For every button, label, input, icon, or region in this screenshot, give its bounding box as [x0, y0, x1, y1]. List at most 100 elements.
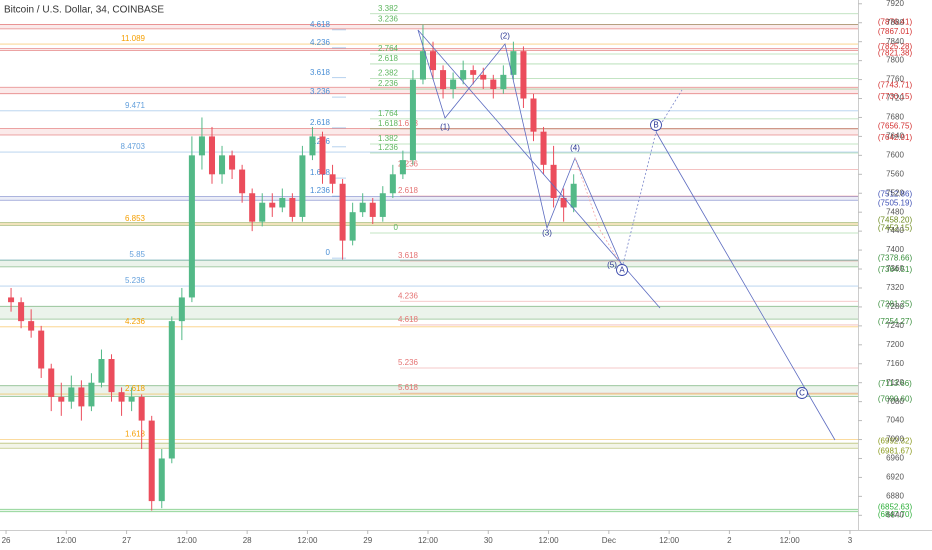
fib-label: 5.85: [129, 250, 145, 259]
wave-label: (3): [542, 229, 552, 238]
zone-band: [0, 196, 858, 201]
x-tick-label: Dec: [602, 536, 616, 545]
y-tick-label: 7840: [886, 37, 904, 46]
fib-label: 3.382: [378, 4, 399, 13]
fib-label: 2.236: [378, 79, 399, 88]
candle-body: [480, 74, 487, 80]
candle-body: [138, 396, 145, 421]
candle-body: [8, 297, 15, 303]
candle-body: [88, 382, 95, 407]
y-tick-label: 7200: [886, 340, 904, 349]
fib-label: 4.236: [310, 38, 331, 47]
candle-body: [520, 51, 527, 99]
candle-body: [219, 155, 226, 175]
y-tick-label: 7600: [886, 150, 904, 159]
candle-body: [108, 359, 115, 393]
x-tick-label: 26: [2, 536, 11, 545]
fib-label: 2.382: [378, 69, 399, 78]
candle-body: [198, 136, 205, 156]
candle-body: [168, 321, 175, 459]
price-tag: (7825.28): [878, 42, 913, 51]
y-tick-label: 7520: [886, 188, 904, 197]
candle-body: [500, 74, 507, 90]
x-tick-label: 27: [122, 536, 131, 545]
fib-label: 1.236: [378, 143, 399, 152]
y-tick-label: 7480: [886, 207, 904, 216]
x-tick-label: 12:00: [659, 536, 680, 545]
candle-body: [188, 155, 195, 298]
y-tick-label: 7720: [886, 94, 904, 103]
candles: [8, 24, 577, 511]
x-tick-label: 12:00: [177, 536, 198, 545]
candle-body: [510, 51, 517, 75]
fib-label: 6.853: [125, 214, 146, 223]
x-tick-label: 12:00: [780, 536, 801, 545]
fib-label: 3.618: [398, 251, 419, 260]
candle-body: [128, 396, 135, 402]
y-tick-label: 7760: [886, 75, 904, 84]
y-tick-label: 7680: [886, 113, 904, 122]
candle-body: [148, 420, 155, 502]
chart-title: Bitcoin / U.S. Dollar, 34, COINBASE: [4, 5, 164, 16]
candle-body: [319, 136, 326, 175]
candle-body: [68, 387, 75, 402]
price-tag: (7281.25): [878, 299, 913, 308]
wave-label: C: [799, 389, 805, 398]
candle-body: [349, 212, 356, 241]
y-tick-label: 7800: [886, 56, 904, 65]
price-tag: (7821.38): [878, 49, 913, 58]
candle-body: [279, 197, 286, 208]
fib-label: 2.618: [378, 54, 399, 63]
y-tick-label: 7000: [886, 435, 904, 444]
wave-label: A: [619, 266, 625, 275]
price-tag: (7512.86): [878, 190, 913, 199]
price-tag: (7656.75): [878, 122, 913, 131]
candle-body: [430, 51, 437, 71]
candle-body: [249, 193, 256, 222]
y-tick-label: 7920: [886, 0, 904, 8]
price-tag: (7090.60): [878, 395, 913, 404]
y-tick-label: 6840: [886, 510, 904, 519]
candle-body: [379, 193, 386, 217]
y-tick-label: 6920: [886, 473, 904, 482]
price-tag: (7867.01): [878, 27, 913, 36]
y-tick-label: 7280: [886, 302, 904, 311]
fib-label: 5.236: [398, 358, 419, 367]
x-tick-label: 12:00: [297, 536, 318, 545]
fib-label: 2.618: [310, 118, 331, 127]
candle-body: [178, 297, 185, 322]
candle-body: [369, 202, 376, 217]
fib-label: 4.618: [310, 20, 331, 29]
y-tick-label: 6960: [886, 454, 904, 463]
fib-label: 0: [394, 223, 399, 232]
x-tick-label: 30: [484, 536, 493, 545]
candle-body: [389, 174, 396, 194]
fib-label: 2.618: [398, 186, 419, 195]
x-tick-label: 28: [243, 536, 252, 545]
zone-band: [0, 128, 858, 136]
zones: [0, 24, 858, 513]
price-tag: (7730.15): [878, 92, 913, 101]
fib-label: 1.618: [378, 119, 399, 128]
fib-label: 0: [326, 248, 331, 257]
fib-label: 8.4703: [121, 142, 146, 151]
price-tag: (6847.70): [878, 510, 913, 519]
candle-body: [419, 51, 426, 80]
candle-body: [530, 98, 537, 132]
price-tag: (7254.27): [878, 317, 913, 326]
price-tag: (7642.91): [878, 133, 913, 142]
axes: (7876.41)(7867.01) (7825.28)(7821.38) (774…: [2, 0, 913, 545]
wave-circle: [650, 119, 662, 131]
y-tick-label: 7640: [886, 132, 904, 141]
price-tag: (7458.20): [878, 216, 913, 225]
candle-body: [329, 174, 336, 184]
y-tick-label: 6880: [886, 491, 904, 500]
candle-body: [399, 160, 406, 175]
candle-body: [460, 70, 467, 80]
y-tick-label: 7240: [886, 321, 904, 330]
y-tick-label: 7560: [886, 169, 904, 178]
fib-label: 11.089: [121, 34, 145, 43]
candle-body: [359, 202, 366, 213]
